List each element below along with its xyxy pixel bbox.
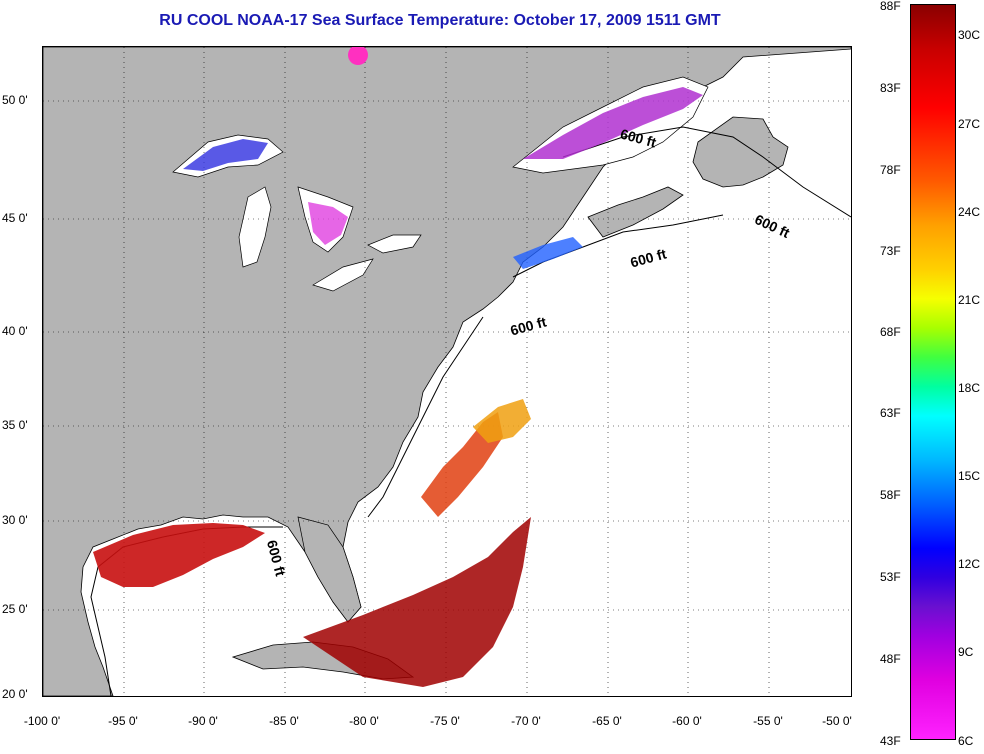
colorbar-f-label: 83F [880, 81, 901, 95]
colorbar-f-label: 53F [880, 570, 901, 584]
colorbar-f-label: 63F [880, 406, 901, 420]
colorbar-f-label: 88F [880, 0, 901, 13]
chart-title: RU COOL NOAA-17 Sea Surface Temperature:… [159, 12, 721, 29]
lake-ontario [367, 234, 422, 254]
x-tick-label: -65 0' [592, 714, 622, 728]
nova-scotia-land [587, 186, 684, 238]
sst-patch-st-lawrence [523, 87, 703, 159]
colorbar-f-label: 58F [880, 488, 901, 502]
y-tick-label: 35 0' [2, 418, 28, 432]
x-tick-label: -100 0' [23, 714, 61, 728]
colorbar-c-label: 12C [958, 557, 981, 571]
isobath-line [562, 126, 851, 218]
x-tick-label: -70 0' [511, 714, 541, 728]
colorbar-f-label: 78F [880, 163, 901, 177]
lake-erie [312, 258, 374, 292]
sst-patch-gulf-of-maine [513, 237, 583, 269]
x-tick-label: -55 0' [753, 714, 783, 728]
sst-patch-gulf-of-mexico [93, 523, 265, 587]
colorbar-f-label: 68F [880, 325, 901, 339]
x-tick-label: -90 0' [188, 714, 218, 728]
sst-patch-great-lakes-pink [308, 202, 348, 245]
sst-patch-hudson [348, 47, 368, 65]
lake-michigan [238, 186, 272, 268]
newfoundland-land [692, 116, 789, 188]
x-tick-label: -85 0' [269, 714, 299, 728]
colorbar-f-label: 48F [880, 652, 901, 666]
colorbar-c-label: 18C [958, 381, 981, 395]
colorbar-f-label: 43F [880, 734, 901, 748]
sst-patch-sargasso [473, 399, 531, 443]
colorbar-c-label: 27C [958, 117, 981, 131]
colorbar-c-label: 24C [958, 205, 981, 219]
temperature-colorbar [910, 4, 956, 740]
y-tick-label: 50 0' [2, 93, 28, 107]
sst-patch-caribbean [303, 517, 531, 687]
y-tick-label: 20 0' [2, 687, 28, 701]
florida-land [297, 516, 362, 623]
x-tick-label: -60 0' [672, 714, 702, 728]
y-tick-label: 40 0' [2, 324, 28, 338]
colorbar-c-label: 6C [958, 734, 974, 748]
colorbar-c-label: 21C [958, 293, 981, 307]
map-canvas [43, 47, 851, 696]
colorbar-c-label: 9C [958, 645, 974, 659]
colorbar-c-label: 15C [958, 469, 981, 483]
sst-patch-great-lakes [183, 139, 268, 171]
sst-patch-gulf-stream [421, 412, 503, 517]
y-tick-label: 25 0' [2, 602, 28, 616]
x-tick-label: -95 0' [108, 714, 138, 728]
x-tick-label: -50 0' [822, 714, 852, 728]
colorbar-f-label: 73F [880, 244, 901, 258]
x-tick-label: -80 0' [349, 714, 379, 728]
colorbar-c-label: 30C [958, 28, 981, 42]
sst-map[interactable] [42, 46, 852, 697]
isobath-line [367, 316, 484, 518]
isobath-line [512, 214, 724, 278]
y-tick-label: 30 0' [2, 513, 28, 527]
y-tick-label: 45 0' [2, 211, 28, 225]
x-tick-label: -75 0' [430, 714, 460, 728]
